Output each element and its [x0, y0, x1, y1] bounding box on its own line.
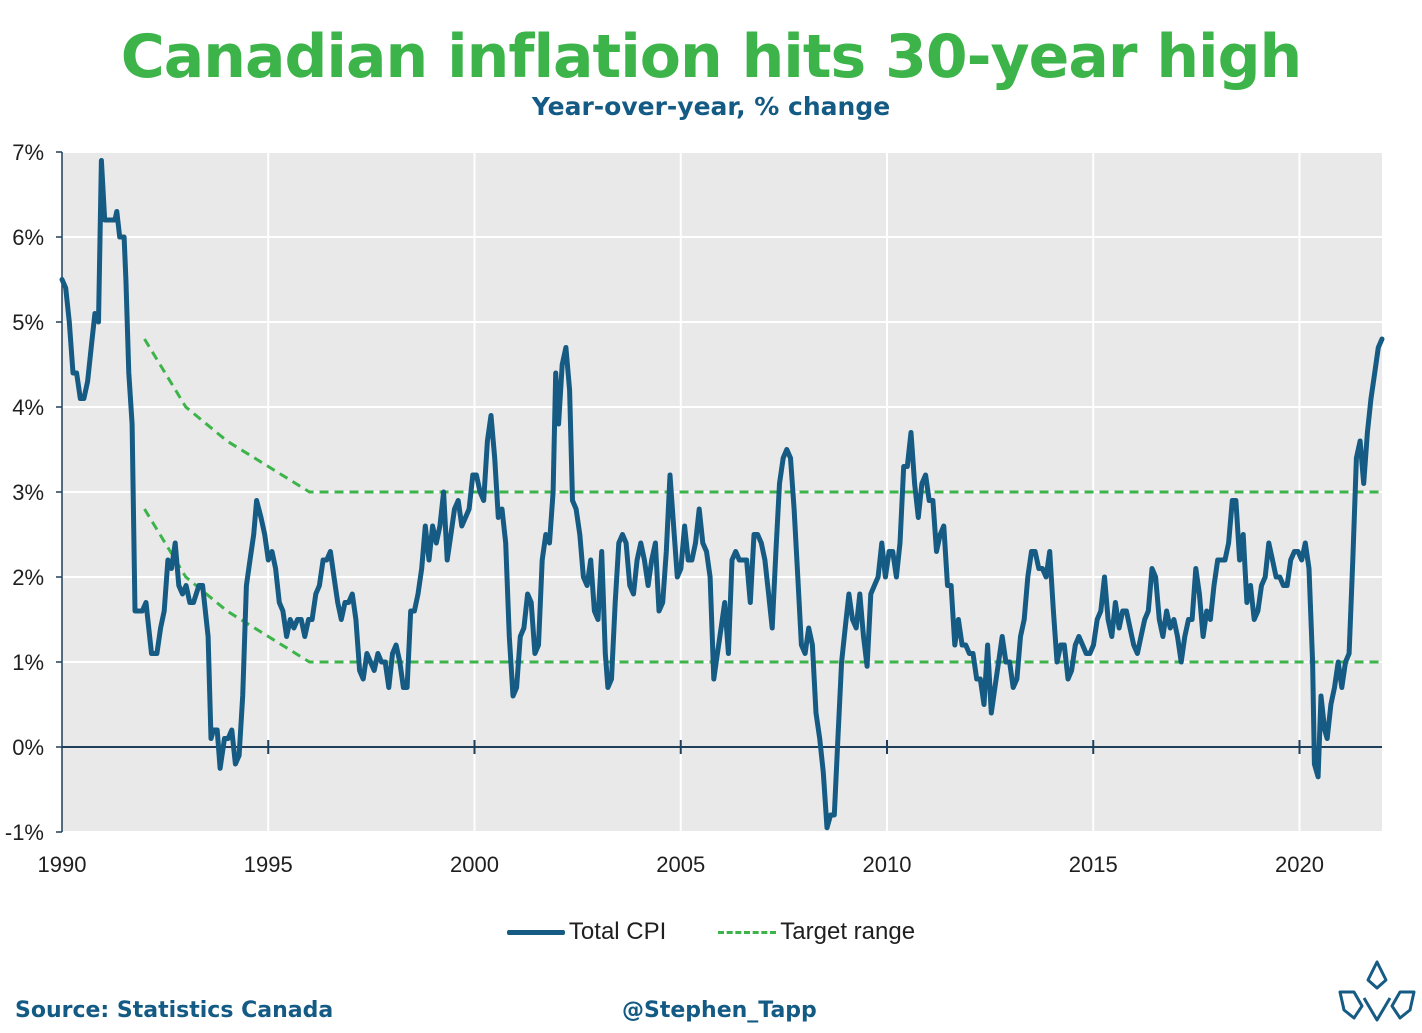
chart-subtitle: Year-over-year, % change — [531, 92, 891, 121]
x-tick-label: 2015 — [1069, 852, 1118, 877]
legend-swatch-target-range — [718, 930, 777, 934]
series-layer — [59, 158, 1385, 831]
x-tick-label: 2010 — [863, 852, 912, 877]
legend: Total CPI Target range — [0, 918, 1422, 946]
y-tick-label: 4% — [12, 395, 44, 420]
x-tick-label: 1990 — [38, 852, 87, 877]
y-tick-label: 2% — [12, 565, 44, 590]
source-note: Source: Statistics Canada — [15, 998, 334, 1023]
legend-label-total-cpi: Total CPI — [568, 918, 667, 945]
author-handle: @Stephen_Tapp — [622, 998, 817, 1023]
x-tick-label: 2000 — [450, 852, 499, 877]
y-tick-label: 3% — [12, 480, 44, 505]
y-tick-label: -1% — [5, 820, 44, 845]
x-tick-label: 2005 — [656, 852, 705, 877]
y-tick-label: 0% — [12, 735, 44, 760]
x-tick-label: 1995 — [244, 852, 293, 877]
total-cpi-line — [59, 158, 1385, 831]
legend-swatch-total-cpi — [506, 929, 565, 935]
legend-item-total-cpi: Total CPI — [506, 918, 667, 946]
y-tick-label: 1% — [12, 650, 44, 675]
legend-label-target-range: Target range — [780, 918, 916, 945]
target-range-upper-line — [143, 338, 1382, 494]
y-tick-label: 6% — [12, 225, 44, 250]
maple-leaf-logo-icon — [1338, 960, 1416, 1022]
axes — [56, 151, 1382, 833]
legend-item-target-range: Target range — [718, 918, 915, 946]
y-tick-label: 7% — [12, 140, 44, 165]
tick-labels: -1% 0% 1% 2% 3% 4% 5% 6% 7% 1990 1995 2000 2005 2010 2… — [5, 140, 1324, 877]
chart-title: Canadian inflation hits 30-year high — [120, 22, 1303, 92]
x-tick-label: 2020 — [1275, 852, 1324, 877]
y-tick-label: 5% — [12, 310, 44, 335]
